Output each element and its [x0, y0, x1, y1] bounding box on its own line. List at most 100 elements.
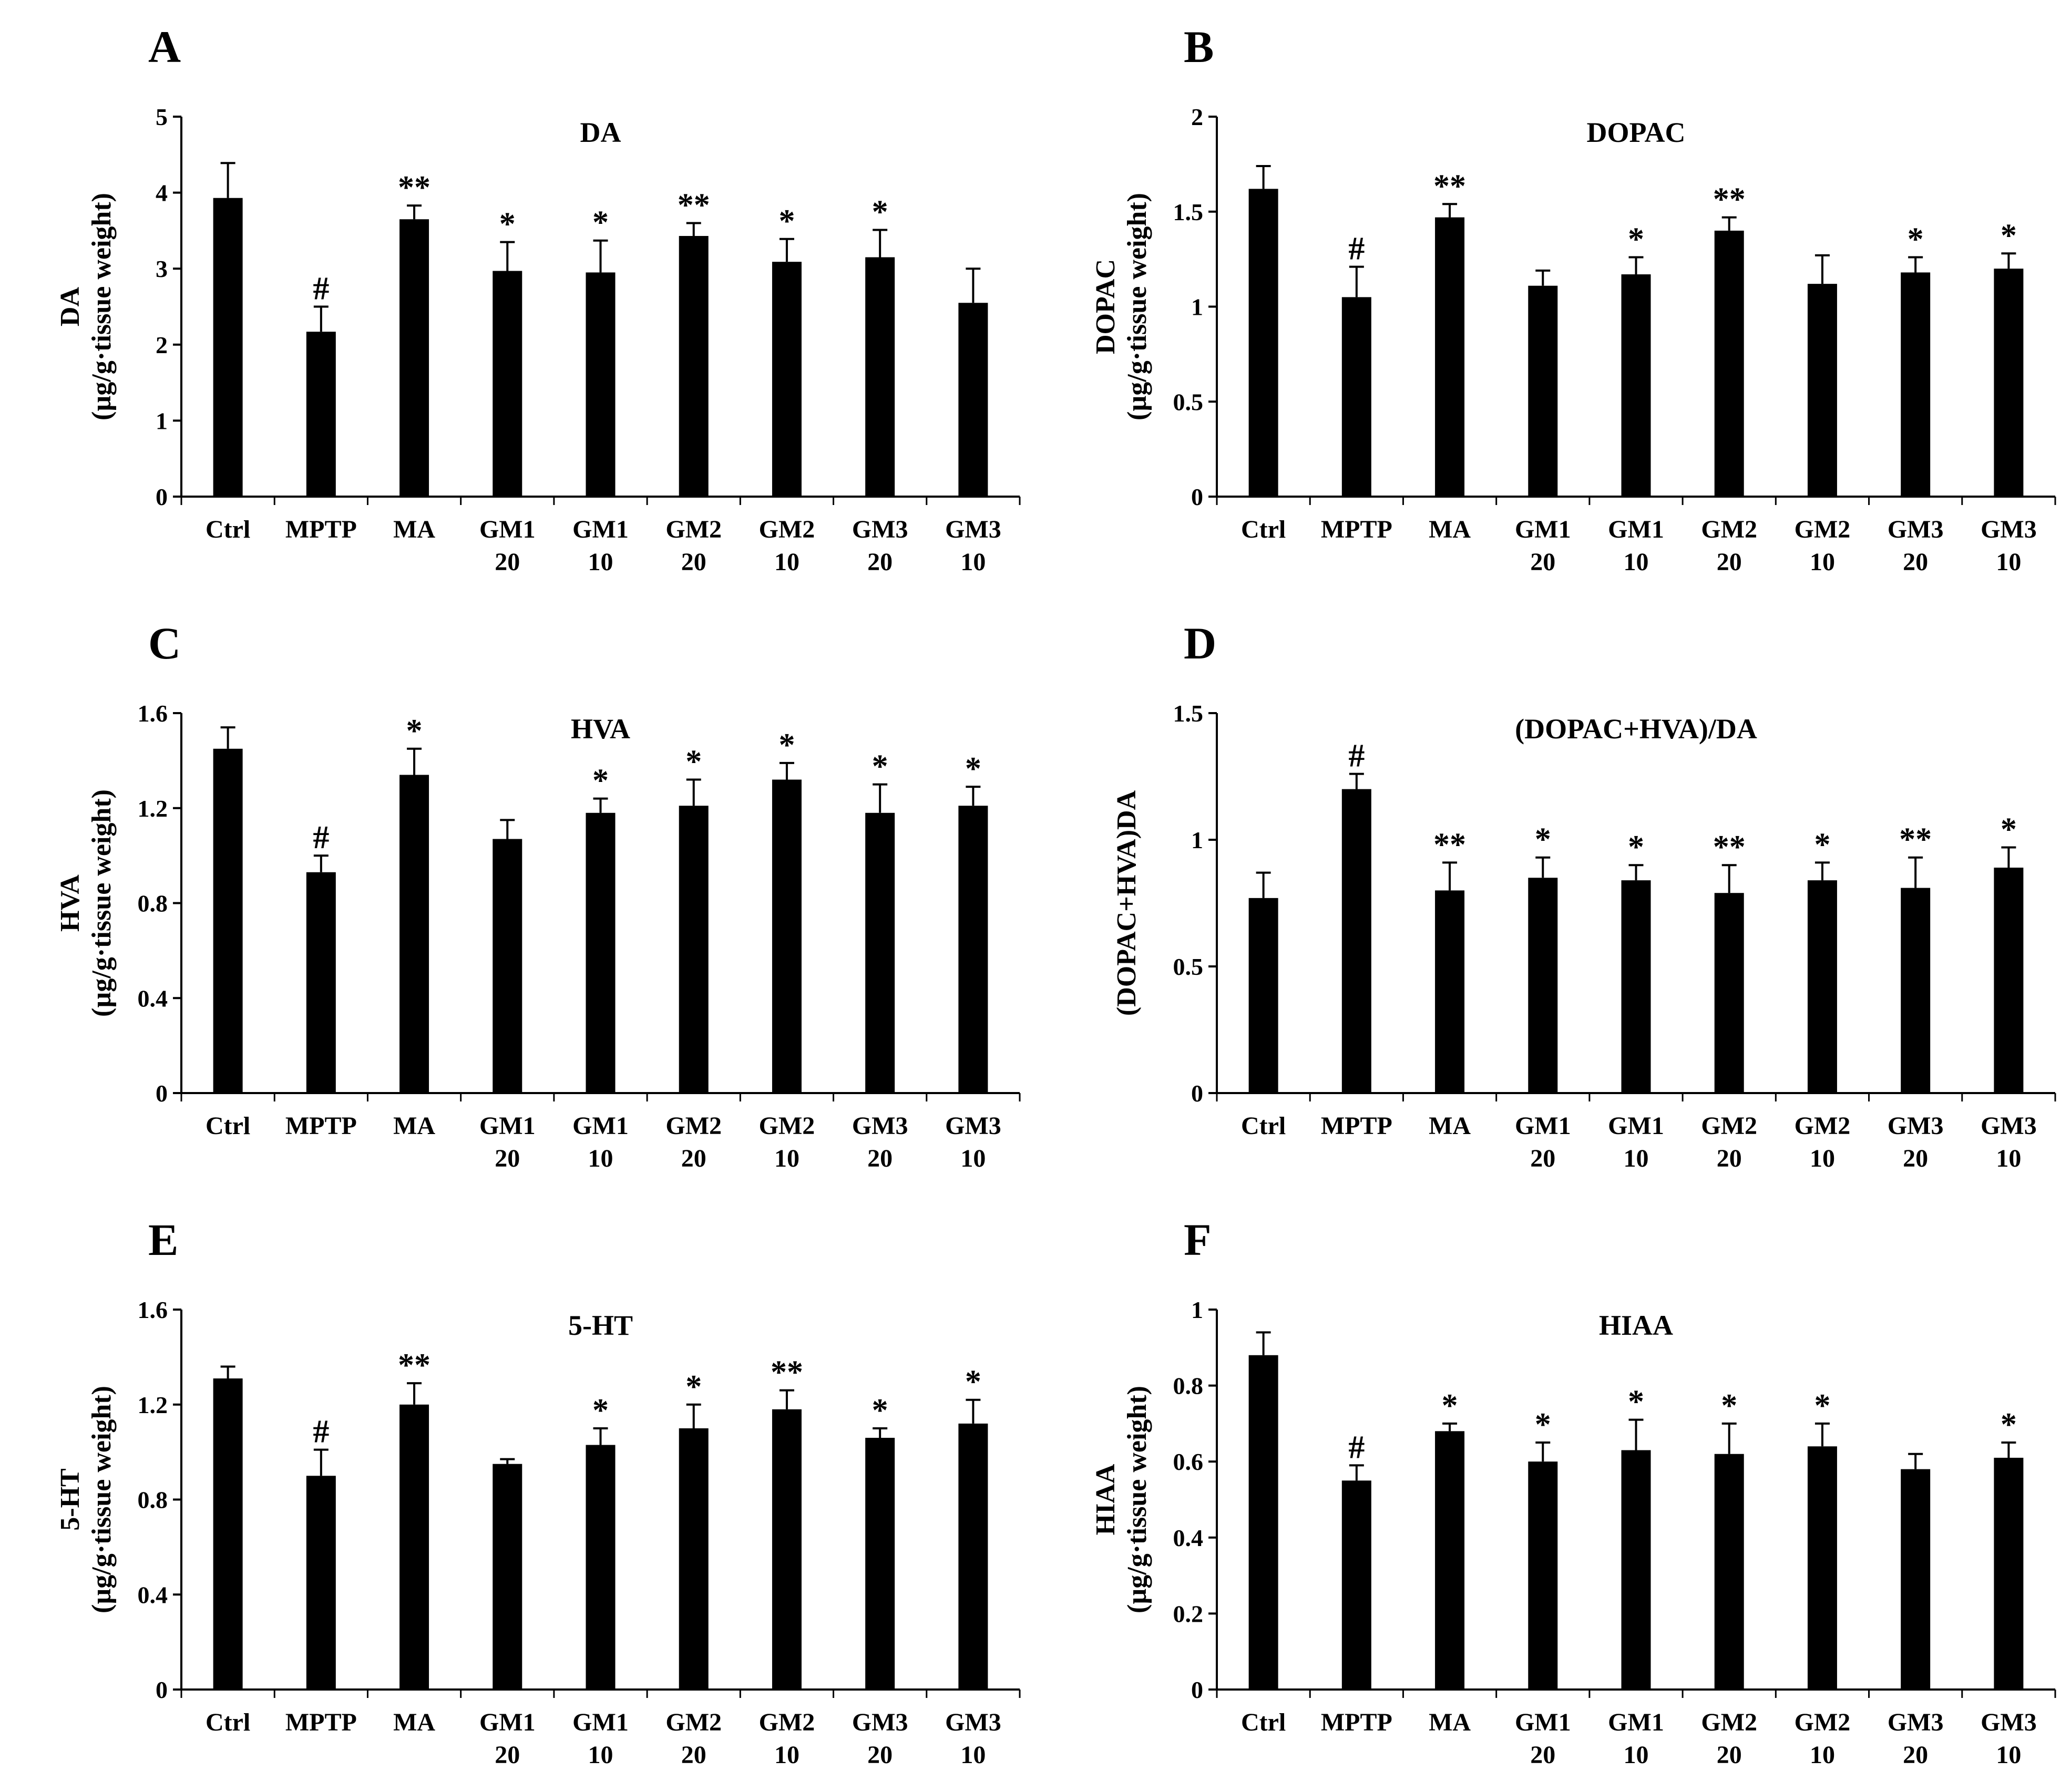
significance-marker: * [1628, 222, 1644, 258]
y-tick-label: 1.2 [138, 1392, 168, 1418]
x-category-label: MPTP [285, 1708, 357, 1736]
significance-marker: * [406, 713, 423, 749]
significance-marker: ** [1713, 182, 1746, 218]
x-category-label: 10 [1996, 1741, 2021, 1769]
bar [1901, 888, 1931, 1093]
x-category-label: 20 [1903, 1145, 1928, 1172]
x-category-label: GM3 [852, 1708, 908, 1736]
x-category-label: GM2 [1795, 516, 1851, 543]
y-axis-label: (DOPAC+HVA)DA [1112, 790, 1142, 1016]
panel-label: E [148, 1214, 178, 1265]
x-category-label: GM2 [1795, 1112, 1851, 1140]
y-axis-label: DA [55, 287, 85, 327]
significance-marker: ** [398, 170, 430, 205]
bar [586, 1445, 616, 1690]
bar [958, 303, 988, 497]
x-category-label: GM1 [1515, 516, 1571, 543]
significance-marker: * [1628, 1384, 1644, 1420]
chart-title: HVA [571, 713, 630, 745]
bar [586, 812, 616, 1093]
bar [772, 1409, 802, 1690]
x-category-label: GM3 [1888, 516, 1944, 543]
bar [1341, 297, 1371, 497]
bar [1807, 880, 1837, 1093]
significance-marker: * [592, 763, 609, 799]
y-tick-label: 0.8 [1173, 1373, 1204, 1399]
bar [1435, 217, 1465, 497]
significance-marker: * [1814, 1388, 1830, 1424]
panel-e: E 5-HT 0 0.4 0.8 1.2 1.6 5-HT (µg/g·tissue weig… [0, 1193, 1036, 1789]
x-category-label: GM2 [759, 516, 815, 543]
y-tick-label: 0 [156, 1676, 168, 1703]
x-category-label: 10 [960, 1145, 986, 1172]
y-tick-label: 4 [156, 180, 168, 207]
x-category-label: MPTP [1321, 1112, 1392, 1140]
significance-marker: # [1348, 1429, 1365, 1465]
y-tick-label: 0 [156, 483, 168, 510]
significance-marker: * [872, 1393, 888, 1428]
x-category-label: MA [393, 1112, 435, 1140]
x-category-label: GM1 [1515, 1708, 1571, 1736]
significance-marker: ** [398, 1347, 430, 1383]
bar [213, 198, 243, 497]
x-category-label: Ctrl [206, 1708, 250, 1736]
y-axis-label: (µg/g·tissue weight) [87, 193, 117, 420]
significance-marker: ** [1713, 829, 1746, 865]
x-category-label: 10 [588, 1741, 613, 1769]
y-axis-label: DOPAC [1091, 259, 1121, 354]
bar [1248, 189, 1278, 497]
x-category-label: GM1 [479, 516, 536, 543]
y-axis-label: (µg/g·tissue weight) [1122, 1386, 1152, 1613]
panel-label: B [1184, 22, 1214, 72]
bar [213, 1378, 243, 1690]
significance-marker: # [313, 820, 329, 856]
bar [399, 219, 429, 497]
significance-marker: * [1442, 1388, 1458, 1424]
bar [865, 1438, 895, 1690]
x-category-label: GM1 [1608, 1708, 1664, 1736]
x-category-label: MA [393, 1708, 435, 1736]
bar [586, 272, 616, 497]
x-category-label: MPTP [1321, 1708, 1392, 1736]
y-tick-label: 1.5 [1173, 700, 1204, 727]
x-category-label: GM1 [1515, 1112, 1571, 1140]
x-category-label: GM3 [1981, 1708, 2037, 1736]
bar [493, 271, 522, 497]
x-category-label: MA [393, 516, 435, 543]
significance-marker: * [778, 203, 795, 239]
significance-marker: * [965, 751, 981, 787]
x-category-label: GM3 [1888, 1112, 1944, 1140]
bar [493, 839, 522, 1093]
chart-dopac-hva-ratio: D (DOPAC+HVA)/DA 0 0.5 1 1.5 (DOPAC+HVA)DA Ctr… [1112, 618, 2056, 1172]
x-category-label: Ctrl [1241, 516, 1286, 543]
x-category-label: GM2 [759, 1708, 815, 1736]
panel-d: D (DOPAC+HVA)/DA 0 0.5 1 1.5 (DOPAC+HVA)DA Ctr… [1036, 596, 2071, 1193]
x-category-label: 20 [1717, 1741, 1742, 1769]
panel-b: B DOPAC 0 0.5 1 1.5 2 DOPAC (µg/g·tissue weight… [1036, 0, 2071, 596]
x-category-label: 20 [867, 1741, 893, 1769]
bar [679, 236, 709, 497]
panel-c: C HVA 0 0.4 0.8 1.2 1.6 HVA (µg/g·tissue weight… [0, 596, 1036, 1193]
chart-title: (DOPAC+HVA)/DA [1515, 713, 1757, 745]
x-category-label: 20 [681, 548, 706, 576]
y-tick-label: 0.5 [1173, 953, 1204, 980]
bar [679, 1428, 709, 1690]
bar [399, 775, 429, 1093]
y-tick-label: 2 [1191, 104, 1203, 130]
significance-marker: * [2001, 1407, 2017, 1443]
x-category-label: MA [1429, 1112, 1471, 1140]
x-category-label: 20 [1717, 1145, 1742, 1172]
x-category-label: 10 [1810, 548, 1835, 576]
x-category-label: 20 [495, 1741, 520, 1769]
significance-marker: * [2001, 218, 2017, 253]
y-axis-label: HVA [55, 874, 85, 932]
x-category-label: MA [1429, 1708, 1471, 1736]
x-category-label: GM3 [852, 1112, 908, 1140]
x-category-label: 20 [495, 548, 520, 576]
y-tick-label: 0 [1191, 483, 1203, 510]
panel-label: F [1184, 1214, 1212, 1265]
significance-marker: # [1348, 231, 1365, 267]
x-category-label: 10 [588, 1145, 613, 1172]
